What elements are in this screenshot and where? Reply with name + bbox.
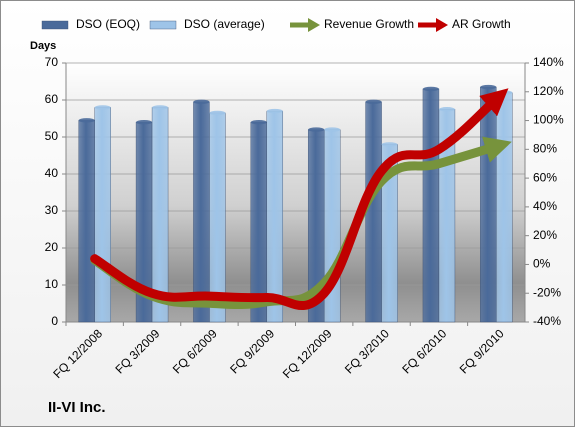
legend-label: DSO (average) [184, 17, 265, 31]
legend-label: Revenue Growth [324, 17, 414, 31]
y2-tick-label: 120% [533, 84, 564, 98]
legend-arrow [436, 18, 448, 32]
bar-cap [78, 118, 95, 123]
y2-tick-label: -40% [533, 314, 561, 328]
y-axis-label: Days [30, 40, 56, 52]
bar [78, 120, 95, 323]
y2-tick-label: 20% [533, 228, 557, 242]
bar-cap [266, 108, 283, 114]
bar-cap [438, 107, 455, 112]
y-tick-label: 50 [45, 129, 59, 143]
bar-cap [136, 120, 153, 125]
bar-cap [193, 99, 210, 105]
y-tick-label: 20 [45, 240, 59, 254]
bar-cap [381, 142, 398, 147]
bar [193, 101, 210, 323]
y2-tick-label: 0% [533, 257, 551, 271]
chart-title: II-VI Inc. [48, 399, 106, 416]
bar-cap [480, 84, 497, 90]
y-tick-label: 30 [45, 203, 59, 217]
y2-tick-label: 140% [533, 55, 564, 69]
y2-tick-label: -20% [533, 285, 561, 299]
bar [480, 86, 497, 323]
y2-tick-label: 40% [533, 199, 557, 213]
bar-cap [365, 99, 382, 105]
bar-cap [209, 110, 226, 116]
y-tick-label: 40 [45, 166, 59, 180]
line [90, 88, 509, 311]
y2-tick-label: 100% [533, 113, 564, 127]
bar-cap [308, 127, 325, 132]
bar-cap [422, 86, 439, 92]
y2-tick-label: 80% [533, 142, 557, 156]
legend-swatch [149, 20, 177, 30]
bar-cap [496, 90, 513, 95]
legend-label: DSO (EOQ) [76, 17, 140, 31]
bar-cap [250, 120, 267, 125]
bar [422, 88, 440, 323]
bar [250, 121, 268, 323]
bar-cap [152, 105, 169, 110]
bar [266, 110, 284, 323]
legend-label: AR Growth [452, 17, 511, 31]
y-tick-label: 60 [45, 92, 59, 106]
bar [209, 112, 226, 323]
legend-swatch [41, 20, 69, 30]
y-tick-label: 70 [45, 55, 59, 69]
bar-cap [324, 127, 341, 132]
y-tick-label: 10 [45, 277, 59, 291]
legend-arrow [308, 18, 320, 32]
bar-cap [94, 105, 111, 110]
bar [365, 101, 382, 323]
bar [94, 107, 111, 323]
y-tick-label: 0 [51, 314, 58, 328]
bar [496, 92, 513, 323]
y2-tick-label: 60% [533, 170, 557, 184]
